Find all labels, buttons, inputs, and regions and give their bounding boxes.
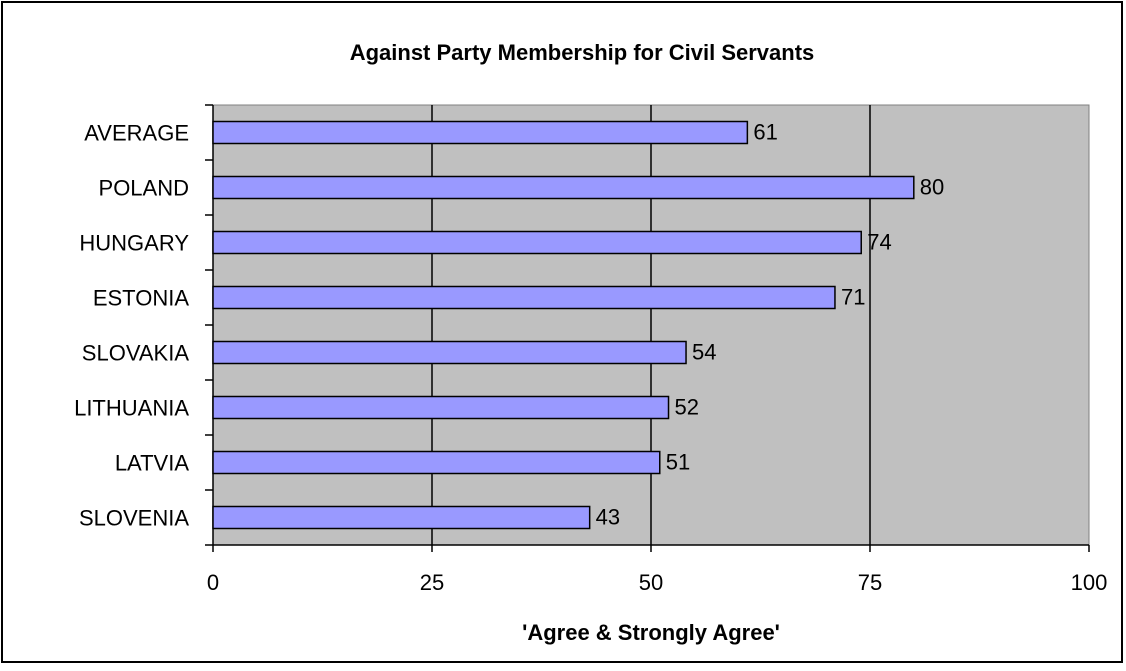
bar-latvia	[212, 450, 661, 475]
data-label-slovakia: 54	[692, 340, 716, 365]
bar-slovakia	[212, 340, 687, 365]
bar-estonia	[212, 285, 836, 310]
category-label-poland: POLAND	[99, 176, 189, 201]
data-label-latvia: 51	[666, 450, 690, 475]
data-label-hungary: 74	[867, 230, 891, 255]
category-label-estonia: ESTONIA	[93, 286, 190, 311]
category-label-slovakia: SLOVAKIA	[82, 341, 190, 366]
data-label-poland: 80	[920, 175, 944, 200]
data-label-average: 61	[753, 120, 777, 145]
category-label-average: AVERAGE	[84, 121, 189, 146]
bar-slovenia	[212, 505, 591, 530]
category-label-latvia: LATVIA	[115, 451, 190, 476]
bars	[212, 120, 915, 530]
x-tick-label-75: 75	[858, 570, 882, 595]
bar-lithuania	[212, 395, 670, 420]
category-label-lithuania: LITHUANIA	[74, 396, 189, 421]
chart-title: Against Party Membership for Civil Serva…	[350, 40, 815, 65]
data-label-lithuania: 52	[675, 395, 699, 420]
x-tick-label-0: 0	[207, 570, 219, 595]
bar-hungary	[212, 230, 862, 255]
labels: 0 25 50 75 100 AVERAGE 61 POLAND 80 HUNGARY 74 ESTO…	[74, 120, 1107, 596]
category-label-hungary: HUNGARY	[79, 231, 189, 256]
data-label-slovenia: 43	[596, 505, 620, 530]
x-tick-label-50: 50	[639, 570, 663, 595]
category-label-slovenia: SLOVENIA	[79, 506, 189, 531]
x-tick-label-25: 25	[420, 570, 444, 595]
data-label-estonia: 71	[841, 285, 865, 310]
x-tick-label-100: 100	[1071, 570, 1108, 595]
bar-average	[212, 120, 749, 145]
x-axis-title: 'Agree & Strongly Agree'	[522, 620, 780, 645]
bar-poland	[212, 175, 915, 200]
